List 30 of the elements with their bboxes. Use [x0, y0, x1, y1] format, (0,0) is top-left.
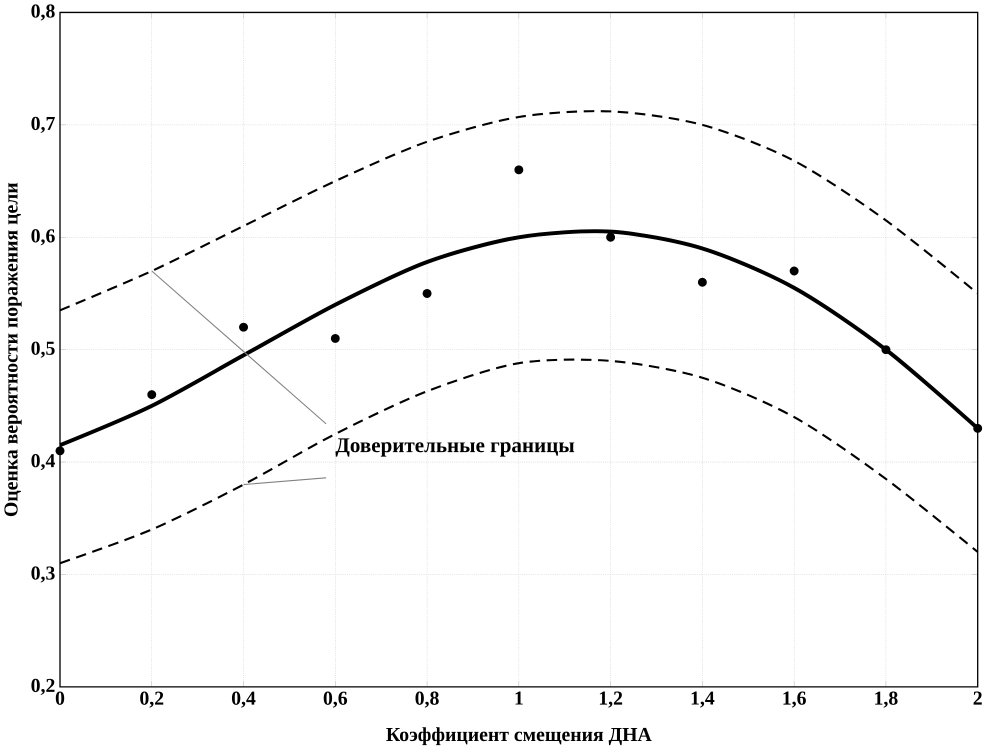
y-tick-label: 0,6 [31, 229, 55, 246]
y-tick-label: 0,7 [31, 117, 55, 134]
y-tick-label: 0,3 [31, 566, 55, 583]
y-tick-label: 0,8 [31, 4, 55, 21]
y-axis-title: Оценка вероятности поражения цели [4, 183, 22, 516]
point [790, 266, 799, 276]
point [606, 233, 616, 242]
point [147, 390, 156, 400]
x-tick-label: 1,6 [783, 692, 806, 708]
x-tick-label: 1,2 [600, 692, 622, 708]
point [698, 278, 707, 287]
x-tick-label: 0,8 [415, 692, 439, 708]
y-tick-label: 0,5 [31, 342, 55, 358]
x-tick-label: 0,2 [140, 692, 164, 708]
point [881, 345, 890, 354]
point [514, 166, 524, 175]
point [56, 446, 64, 456]
x-axis-title: Коэффициент смещения ДНА [386, 727, 652, 746]
annotation: Доверительные границы [335, 438, 574, 457]
x-tick-label: 1,4 [692, 692, 714, 708]
x-tick-label: 1 [516, 692, 523, 705]
point [330, 334, 340, 344]
x-tick-label: 0 [56, 692, 64, 706]
x-tick-label: 2 [974, 692, 982, 705]
y-tick-label: 0,4 [31, 454, 55, 470]
x-tick-label: 1,8 [875, 692, 898, 708]
x-tick-label: 0,6 [324, 692, 348, 708]
point [422, 289, 432, 298]
point [239, 322, 248, 332]
x-tick-label: 0,4 [232, 692, 256, 708]
